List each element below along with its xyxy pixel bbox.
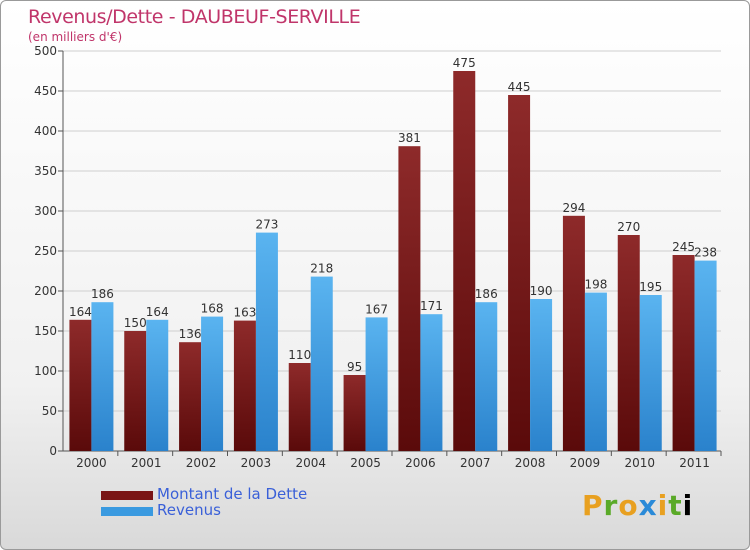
data-label-revenus-2002: 168 xyxy=(201,302,224,316)
data-label-debt-2007: 475 xyxy=(453,56,476,70)
bar-revenus-2011 xyxy=(694,260,717,451)
legend-swatch-debt xyxy=(101,491,153,500)
bar-revenus-2001 xyxy=(146,319,169,451)
x-tick-label-2000: 2000 xyxy=(76,456,107,470)
bar-revenus-2002 xyxy=(201,316,224,451)
legend-label-debt: Montant de la Dette xyxy=(157,485,308,503)
data-label-debt-2000: 164 xyxy=(69,305,92,319)
data-label-debt-2011: 245 xyxy=(672,240,695,254)
y-tick-label-50: 50 xyxy=(42,404,57,418)
bar-revenus-2000 xyxy=(91,302,114,451)
y-tick-label-250: 250 xyxy=(34,244,57,258)
data-label-debt-2005: 95 xyxy=(347,360,362,374)
data-label-debt-2010: 270 xyxy=(617,220,640,234)
data-label-revenus-2005: 167 xyxy=(365,302,388,316)
x-tick-label-2008: 2008 xyxy=(515,456,546,470)
y-tick-label-350: 350 xyxy=(34,164,57,178)
bar-debt-2005 xyxy=(343,375,366,451)
bar-debt-2007 xyxy=(453,71,476,451)
data-label-revenus-2011: 238 xyxy=(694,246,717,260)
y-tick-label-500: 500 xyxy=(34,44,57,58)
bar-debt-2011 xyxy=(672,255,695,451)
chart-title: Revenus/Dette - DAUBEUF-SERVILLE xyxy=(28,6,361,28)
bar-debt-2000 xyxy=(69,319,92,451)
bar-debt-2003 xyxy=(233,320,256,451)
data-label-debt-2009: 294 xyxy=(562,201,585,215)
data-label-revenus-2008: 190 xyxy=(530,284,553,298)
data-label-revenus-2001: 164 xyxy=(146,305,169,319)
x-tick-label-2006: 2006 xyxy=(405,456,436,470)
bar-revenus-2006 xyxy=(420,314,443,451)
grid-lines xyxy=(63,50,721,412)
bar-debt-2002 xyxy=(179,342,202,451)
bar-debt-2010 xyxy=(617,235,640,451)
bar-revenus-2005 xyxy=(365,317,388,451)
y-tick-label-400: 400 xyxy=(34,124,57,138)
y-tick-label-100: 100 xyxy=(34,364,57,378)
data-label-revenus-2007: 186 xyxy=(475,287,498,301)
data-label-revenus-2000: 186 xyxy=(91,287,114,301)
bar-debt-2008 xyxy=(508,95,531,451)
data-label-debt-2004: 110 xyxy=(288,348,311,362)
bar-debt-2001 xyxy=(124,331,147,451)
bars xyxy=(69,71,717,451)
axes: 0 50 100 150 200 250 300 350 400 450 500 2000 2001 20… xyxy=(34,44,722,470)
data-label-debt-2003: 163 xyxy=(233,306,256,320)
y-tick-label-300: 300 xyxy=(34,204,57,218)
x-tick-label-2007: 2007 xyxy=(460,456,491,470)
data-label-revenus-2006: 171 xyxy=(420,299,443,313)
bar-debt-2006 xyxy=(398,146,421,451)
y-tick-label-450: 450 xyxy=(34,84,57,98)
chart-subtitle: (en milliers d'€) xyxy=(28,30,123,44)
bar-revenus-2007 xyxy=(475,302,498,451)
x-tick-label-2004: 2004 xyxy=(295,456,326,470)
data-label-revenus-2003: 273 xyxy=(255,218,278,232)
y-tick-label-200: 200 xyxy=(34,284,57,298)
bar-revenus-2003 xyxy=(255,232,278,451)
legend-swatch-revenus xyxy=(101,507,153,516)
bar-revenus-2009 xyxy=(584,292,607,451)
y-tick-label-150: 150 xyxy=(34,324,57,338)
x-tick-label-2009: 2009 xyxy=(570,456,601,470)
x-tick-label-2011: 2011 xyxy=(679,456,710,470)
x-tick-label-2003: 2003 xyxy=(241,456,272,470)
x-tick-label-2001: 2001 xyxy=(131,456,162,470)
bar-revenus-2008 xyxy=(530,299,553,451)
data-label-debt-2002: 136 xyxy=(179,327,202,341)
bar-revenus-2004 xyxy=(310,276,333,451)
data-label-revenus-2004: 218 xyxy=(310,262,333,276)
data-label-debt-2001: 150 xyxy=(124,316,147,330)
bar-debt-2004 xyxy=(288,363,311,451)
y-tick-label-0: 0 xyxy=(49,444,57,458)
legend-label-revenus: Revenus xyxy=(157,501,221,519)
x-tick-label-2005: 2005 xyxy=(350,456,381,470)
data-label-revenus-2010: 195 xyxy=(639,280,662,294)
bar-revenus-2010 xyxy=(639,295,662,451)
x-tick-label-2002: 2002 xyxy=(186,456,217,470)
data-label-debt-2008: 445 xyxy=(508,80,531,94)
bar-debt-2009 xyxy=(562,215,585,451)
x-tick-label-2010: 2010 xyxy=(624,456,655,470)
proxiti-logo: Proxiti xyxy=(582,489,694,522)
data-label-revenus-2009: 198 xyxy=(584,278,607,292)
data-label-debt-2006: 381 xyxy=(398,131,421,145)
